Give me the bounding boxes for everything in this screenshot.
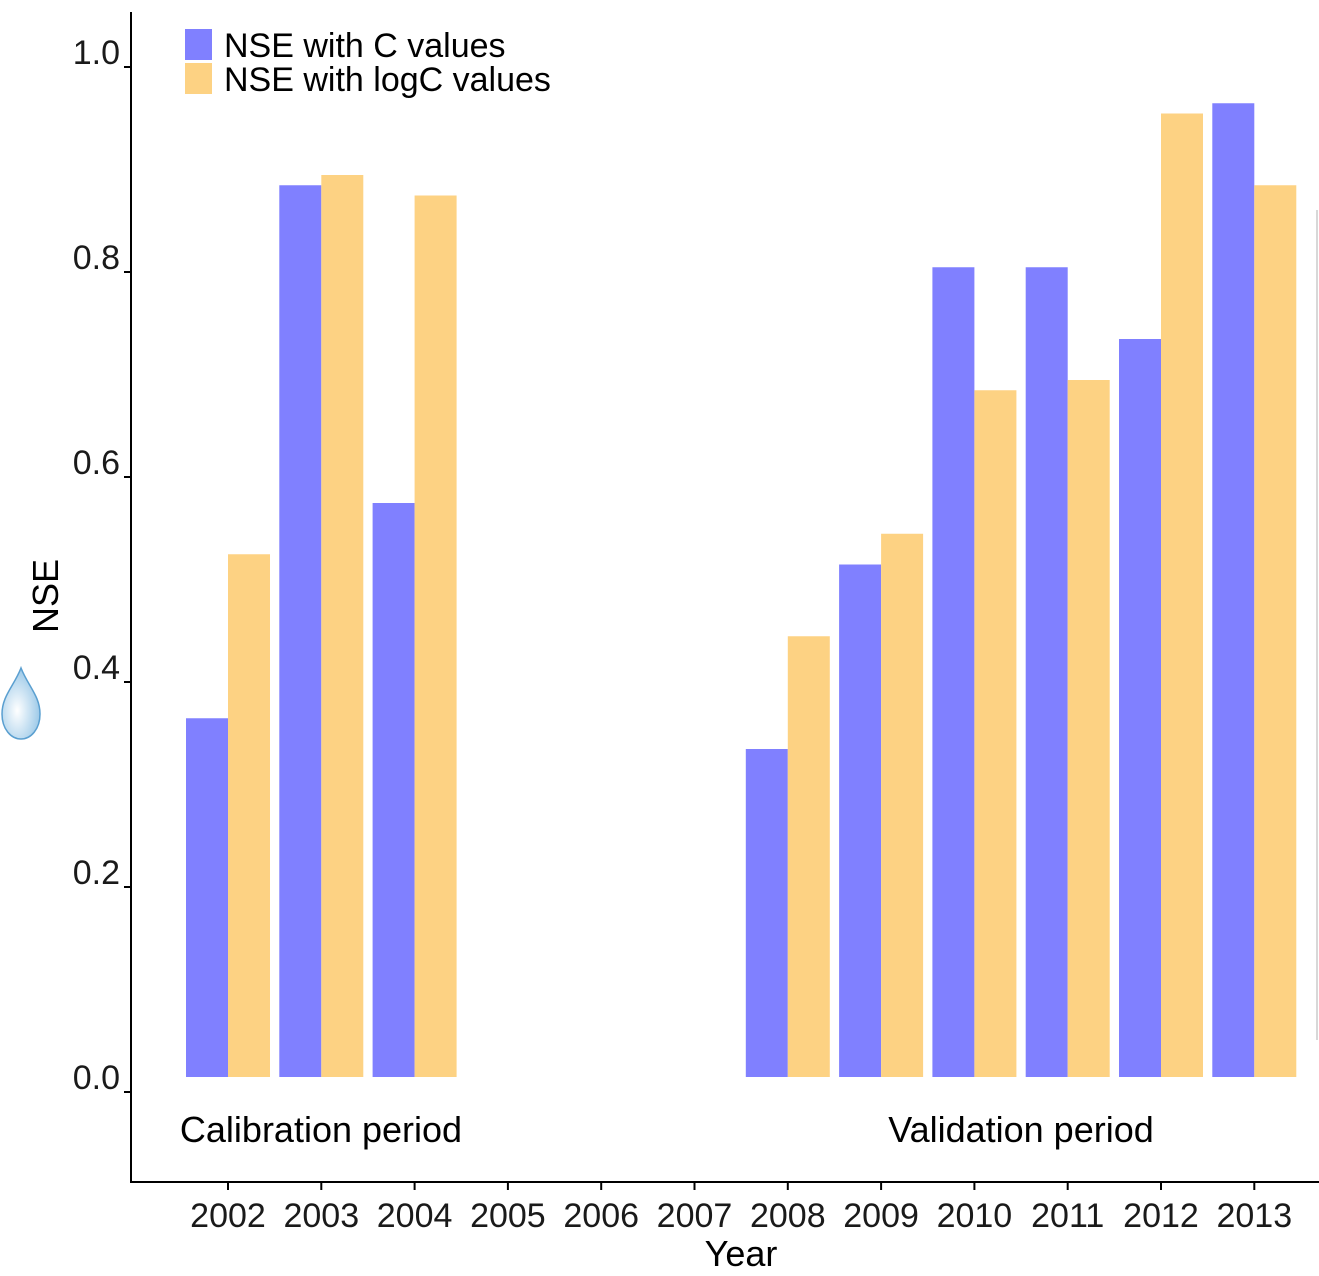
x-tick-label: 2012	[1123, 1197, 1199, 1235]
bar-logc-2002	[228, 554, 270, 1077]
x-axis-title: Year	[705, 1233, 778, 1274]
bar-logc-2009	[881, 533, 924, 1077]
bar-logc-2004	[414, 195, 457, 1077]
x-tick-label: 2005	[470, 1197, 546, 1235]
bars-group	[186, 103, 1297, 1077]
y-ticks-group: 0.0 0.2 0.4 0.6 0.8 1.0	[73, 34, 131, 1097]
bar-logc-2012	[1161, 113, 1203, 1077]
y-tick-label: 0.2	[73, 854, 120, 892]
bar-logc-2008	[787, 636, 830, 1077]
bar-c-2008	[745, 749, 788, 1077]
x-ticks-group: 2002 2003 2004 2005 2006 2007 2008 2009 2010 2011…	[190, 1182, 1292, 1235]
x-tick-label: 2007	[657, 1197, 733, 1235]
bar-c-2011	[1025, 267, 1068, 1077]
legend: NSE with C values NSE with logC values	[185, 27, 551, 99]
y-tick-label: 0.4	[73, 649, 120, 687]
bar-logc-2011	[1067, 380, 1110, 1077]
bar-logc-2010	[974, 390, 1017, 1077]
bar-c-2009	[839, 564, 882, 1077]
x-tick-label: 2006	[563, 1197, 639, 1235]
y-tick-label: 1.0	[73, 34, 120, 72]
bar-c-2004	[372, 503, 415, 1077]
legend-label-c: NSE with C values	[224, 27, 506, 65]
bar-c-2013	[1212, 103, 1255, 1077]
bar-c-2003	[279, 185, 322, 1077]
bar-c-2012	[1119, 339, 1161, 1077]
y-tick-label: 0.6	[73, 444, 120, 482]
x-tick-label: 2011	[1031, 1197, 1104, 1235]
x-tick-label: 2009	[843, 1197, 919, 1235]
x-tick-label: 2003	[283, 1197, 359, 1235]
validation-period-label: Validation period	[888, 1109, 1154, 1150]
calibration-period-label: Calibration period	[180, 1109, 462, 1150]
x-tick-label: 2013	[1216, 1197, 1292, 1235]
bar-c-2010	[932, 267, 975, 1077]
y-axis-title: NSE	[25, 559, 66, 633]
x-tick-label: 2002	[190, 1197, 266, 1235]
legend-label-logc: NSE with logC values	[224, 61, 551, 99]
y-tick-label: 0.8	[73, 239, 120, 277]
y-tick-label: 0.0	[73, 1059, 120, 1097]
water-drop-icon	[1, 665, 41, 740]
x-tick-label: 2004	[377, 1197, 453, 1235]
bar-logc-2013	[1254, 185, 1297, 1077]
legend-swatch-logc	[185, 63, 212, 94]
bar-logc-2003	[321, 175, 364, 1077]
x-tick-label: 2010	[937, 1197, 1013, 1235]
bar-c-2002	[186, 718, 228, 1077]
x-tick-label: 2008	[750, 1197, 826, 1235]
legend-swatch-c	[185, 29, 212, 60]
